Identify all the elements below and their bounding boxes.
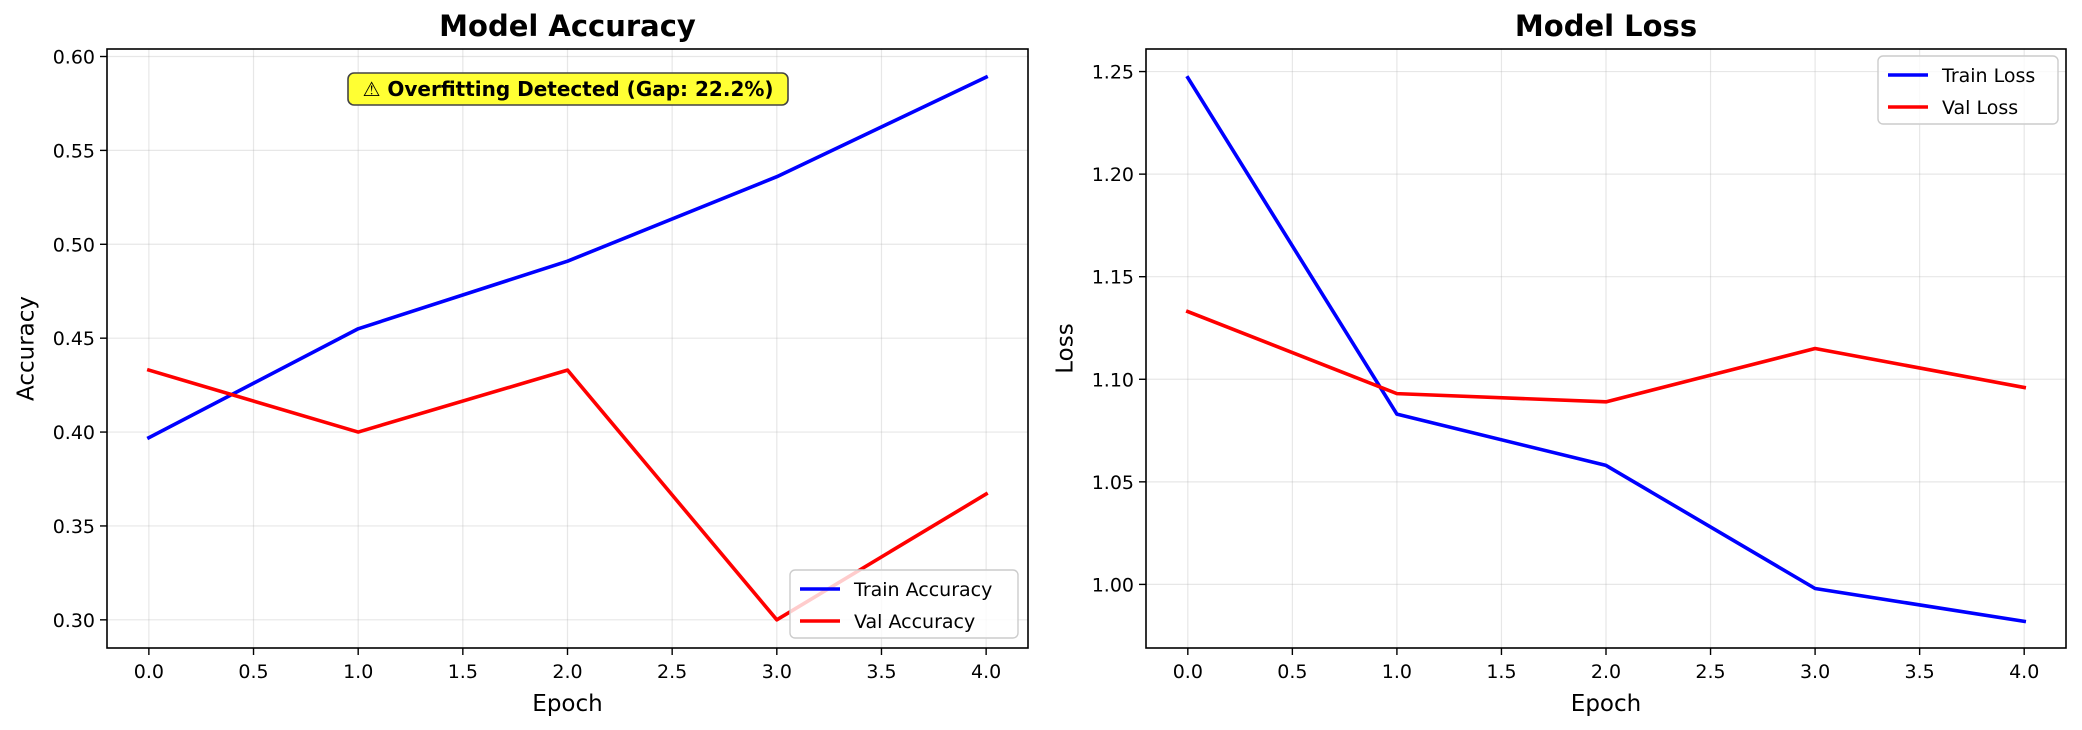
chart-1-x-tick-label: 0.0 xyxy=(1173,661,1203,683)
chart-1-x-axis-label: Epoch xyxy=(1571,691,1641,717)
chart-0-legend-label-0: Train Accuracy xyxy=(853,579,992,601)
chart-1-y-tick-label: 1.00 xyxy=(1092,574,1134,596)
chart-0-x-tick-label: 1.0 xyxy=(343,661,373,683)
chart-0-overfitting-annotation: ⚠ Overfitting Detected (Gap: 22.2%) xyxy=(347,72,789,106)
chart-0-annotation-text: ⚠ Overfitting Detected (Gap: 22.2%) xyxy=(362,77,773,101)
chart-1-y-tick-label: 1.20 xyxy=(1092,164,1134,186)
chart-1-x-tick-label: 3.5 xyxy=(1905,661,1935,683)
chart-0-x-tick-label: 0.0 xyxy=(134,661,164,683)
chart-1-x-tick-label: 2.5 xyxy=(1695,661,1725,683)
chart-0-x-tick-label: 4.0 xyxy=(971,661,1001,683)
chart-0-x-tick-label: 2.0 xyxy=(552,661,582,683)
chart-1-y-tick-label: 1.15 xyxy=(1092,267,1134,289)
chart-1-title: Model Loss xyxy=(1515,9,1697,43)
chart-0-y-tick-label: 0.35 xyxy=(53,516,95,538)
chart-1-x-tick-label: 1.5 xyxy=(1486,661,1516,683)
accuracy-chart: 0.0 0.5 1.0 1.5 2.0 2.5 3.0 3.5 4.0 0.30 0.35 0.40 0… xyxy=(14,9,1029,717)
chart-1-y-axis-label: Loss xyxy=(1053,323,1079,373)
chart-1-x-tick-label: 4.0 xyxy=(2009,661,2039,683)
chart-1-x-tick-label: 0.5 xyxy=(1277,661,1307,683)
chart-0-legend-box xyxy=(789,569,1019,639)
chart-1-legend-label-0: Train Loss xyxy=(1941,65,2035,87)
chart-0-y-tick-label: 0.45 xyxy=(53,328,95,350)
chart-0-y-tick-label: 0.60 xyxy=(53,47,95,69)
chart-0-x-tick-label: 2.5 xyxy=(657,661,687,683)
chart-1-y-tick-label: 1.25 xyxy=(1092,62,1134,84)
chart-1-y-tick-label: 1.05 xyxy=(1092,472,1134,494)
chart-1-series-line-0 xyxy=(1185,75,2027,624)
chart-0-x-axis-label: Epoch xyxy=(532,691,602,717)
chart-0-y-tick-label: 0.40 xyxy=(53,422,95,444)
chart-0-y-axis-label: Accuracy xyxy=(14,296,40,401)
chart-0-y-tick-label: 0.55 xyxy=(53,140,95,162)
chart-0-annotation-box xyxy=(347,72,789,106)
chart-1-x-tick-label: 3.0 xyxy=(1800,661,1830,683)
chart-1-y-tick-label: 1.10 xyxy=(1092,369,1134,391)
chart-0-series-line-0 xyxy=(146,74,989,441)
chart-0-title: Model Accuracy xyxy=(439,9,696,43)
chart-1-x-tick-label: 2.0 xyxy=(1591,661,1621,683)
chart-0-x-tick-label: 3.0 xyxy=(762,661,792,683)
loss-chart: 0.0 0.5 1.0 1.5 2.0 2.5 3.0 3.5 4.0 1.00 1.05 1.10 1… xyxy=(1053,9,2067,717)
chart-0-x-tick-label: 0.5 xyxy=(238,661,268,683)
chart-1-legend-label-1: Val Loss xyxy=(1942,97,2018,119)
chart-1-legend: Train Loss Val Loss xyxy=(1877,55,2059,125)
chart-0-legend: Train Accuracy Val Accuracy xyxy=(789,569,1019,639)
chart-0-x-tick-label: 1.5 xyxy=(448,661,478,683)
chart-1-x-tick-label: 1.0 xyxy=(1382,661,1412,683)
chart-1-series-line-1 xyxy=(1185,309,2027,404)
chart-0-grid xyxy=(107,49,1028,648)
chart-0-y-tick-label: 0.50 xyxy=(53,234,95,256)
chart-0-legend-label-1: Val Accuracy xyxy=(854,611,975,633)
chart-0-x-tick-label: 3.5 xyxy=(866,661,896,683)
chart-0-y-tick-label: 0.30 xyxy=(53,610,95,632)
